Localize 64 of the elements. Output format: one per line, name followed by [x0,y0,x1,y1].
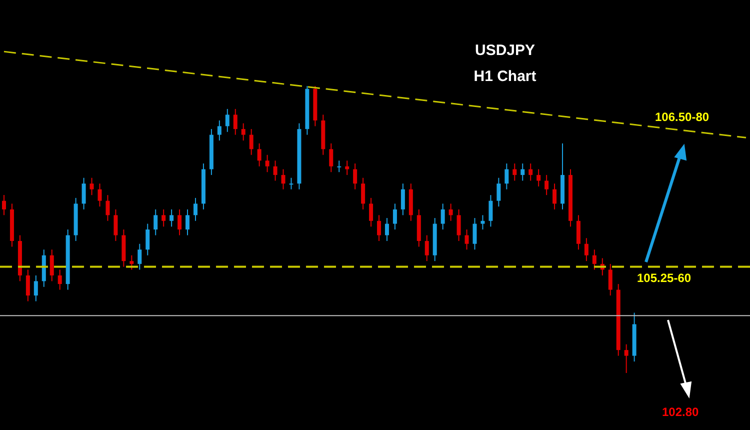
candlestick [217,120,222,142]
candlestick [456,208,461,242]
chart-subtitle: H1 Chart [472,67,538,87]
candlestick [337,160,342,173]
candlestick [504,162,509,190]
candlestick [130,254,134,270]
candlestick [289,177,294,190]
candlestick [50,249,54,282]
annotation: 105.25-60 [637,271,692,285]
candlestick [536,168,541,187]
candlestick [464,229,469,250]
candlestick [257,142,262,167]
candlestick [193,197,198,222]
text: 102.80 [662,405,699,419]
candlestick [281,168,286,190]
candlestick [106,194,110,222]
candlestick [576,214,580,250]
candlestick [178,208,182,236]
candlestick [170,208,174,228]
candlestick [552,183,557,210]
candlestick [528,162,533,182]
candlestick [480,214,485,230]
candlestick [82,177,86,210]
candlestick [58,269,62,290]
candlestick [273,160,278,182]
candlestick [592,249,596,270]
candlestick [384,218,389,242]
candlestick [400,183,405,216]
candlestick [608,263,612,296]
candlestick [162,208,166,228]
candlestick [377,214,381,242]
annotation: 106.50-80 [655,110,710,124]
candlestick [496,177,501,208]
candlestick [392,203,397,230]
candlestick [138,243,142,270]
candlestick [512,162,517,182]
candlestick [249,128,254,156]
candlestick [472,218,477,250]
candlestick [154,208,158,236]
candlestick [584,238,588,262]
candlestick [369,197,374,228]
candlestick [2,194,6,216]
candlestick [186,208,190,236]
candlestick [624,344,628,374]
candlestick [225,108,230,132]
candlestick [233,108,238,136]
candlestick [114,208,118,242]
candlestick [361,177,366,210]
candlestick [520,162,525,182]
candlestick [440,203,445,230]
candlestick [265,154,270,173]
candlestick [146,223,150,256]
candlestick [448,203,453,222]
candlestick [488,194,493,228]
candlestick [90,177,94,196]
candlestick [544,174,549,196]
chart-title: USDJPY [474,41,536,61]
candlestick [424,234,429,262]
candlestick [98,183,102,208]
candlestick [34,274,38,302]
candlestick [329,142,334,173]
candlestick [241,122,246,142]
candlestick [353,162,358,190]
candlestick [26,269,30,302]
